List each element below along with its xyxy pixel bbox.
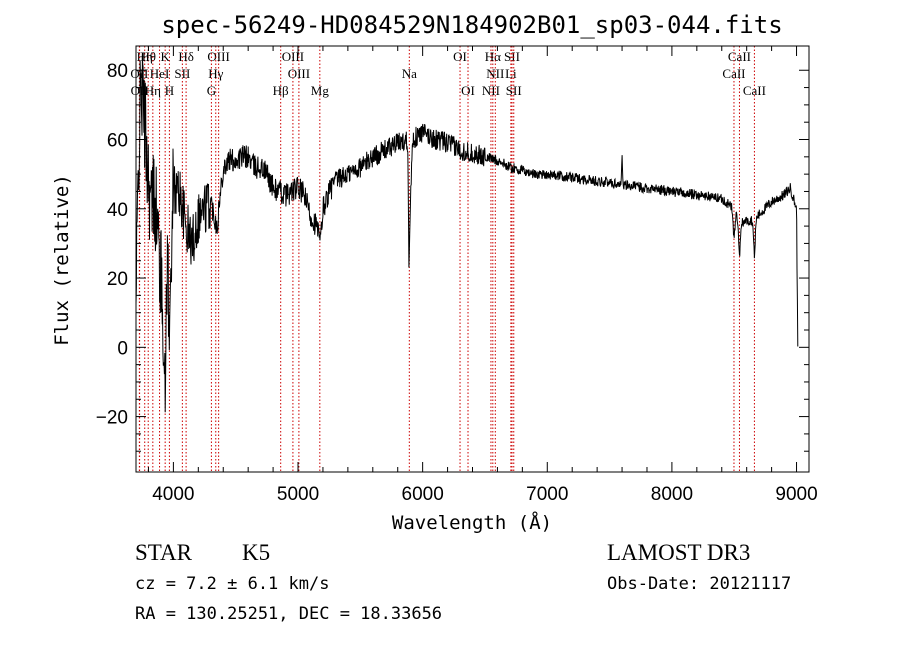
y-axis-label: Flux (relative) xyxy=(51,174,73,346)
line-marker-label: Hγ xyxy=(208,66,223,81)
line-marker-label: CaII xyxy=(722,66,745,81)
line-marker-label: G xyxy=(207,83,216,98)
line-marker-label: Hβ xyxy=(273,83,289,98)
line-marker-label: OI xyxy=(461,83,475,98)
line-marker-label: SII xyxy=(504,49,520,64)
line-marker-label: SII xyxy=(174,66,190,81)
coordinates: RA = 130.25251, DEC = 18.33656 xyxy=(135,604,442,624)
line-marker-label: SII xyxy=(506,83,522,98)
object-subclass: K5 xyxy=(242,540,270,565)
line-marker-label: OIII xyxy=(288,66,310,81)
y-tick-label: 80 xyxy=(107,61,128,82)
axis-ticks: 4000 5000 6000 7000 8000 9000 −20 0 20 40 60 80 xyxy=(96,46,818,505)
line-marker-label: OIII xyxy=(207,49,229,64)
survey-name: LAMOST DR3 xyxy=(607,540,750,565)
x-axis-label: Wavelength (Å) xyxy=(392,511,552,534)
y-tick-label: 60 xyxy=(107,131,128,152)
y-tick-label: 0 xyxy=(117,338,128,359)
y-tick-label: 40 xyxy=(107,200,128,221)
line-marker-label: Hθ xyxy=(140,49,156,64)
x-tick-label: 5000 xyxy=(277,484,319,505)
object-class: STAR xyxy=(135,540,193,565)
x-tick-label: 6000 xyxy=(402,484,444,505)
line-marker-label: K xyxy=(160,49,170,64)
line-marker-label: Hη xyxy=(145,83,161,98)
redshift-text: cz = 7.2 ± 6.1 km/s xyxy=(135,574,329,594)
line-marker-label: OIII xyxy=(282,49,304,64)
plot-frame xyxy=(135,45,810,473)
line-marker-label: Hδ xyxy=(178,49,194,64)
line-marker-label: OI xyxy=(453,49,467,64)
chart-title: spec-56249-HD084529N184902B01_sp03-044.f… xyxy=(161,11,782,39)
line-marker-label: CaII xyxy=(743,83,766,98)
spectrum-line xyxy=(135,55,799,413)
line-marker-label: H xyxy=(165,83,174,98)
line-marker-label: Hη xyxy=(137,49,153,64)
obs-date: Obs-Date: 20121117 xyxy=(607,574,791,594)
line-marker-label: NII xyxy=(482,83,500,98)
line-marker-label: Hα xyxy=(485,49,501,64)
line-marker-label: Na xyxy=(402,66,417,81)
line-marker-label: HeI xyxy=(150,66,170,81)
line-marker-label: CaII xyxy=(728,49,751,64)
x-tick-label: 7000 xyxy=(526,484,568,505)
x-tick-label: 9000 xyxy=(775,484,817,505)
x-tick-label: 8000 xyxy=(651,484,693,505)
line-marker-label: NII xyxy=(486,66,504,81)
line-marker-label: Mg xyxy=(311,83,330,98)
spectrum xyxy=(135,55,799,413)
y-tick-label: 20 xyxy=(107,269,128,290)
line-marker-label: Li xyxy=(505,66,517,81)
y-tick-label: −20 xyxy=(96,408,128,429)
x-tick-label: 4000 xyxy=(152,484,194,505)
